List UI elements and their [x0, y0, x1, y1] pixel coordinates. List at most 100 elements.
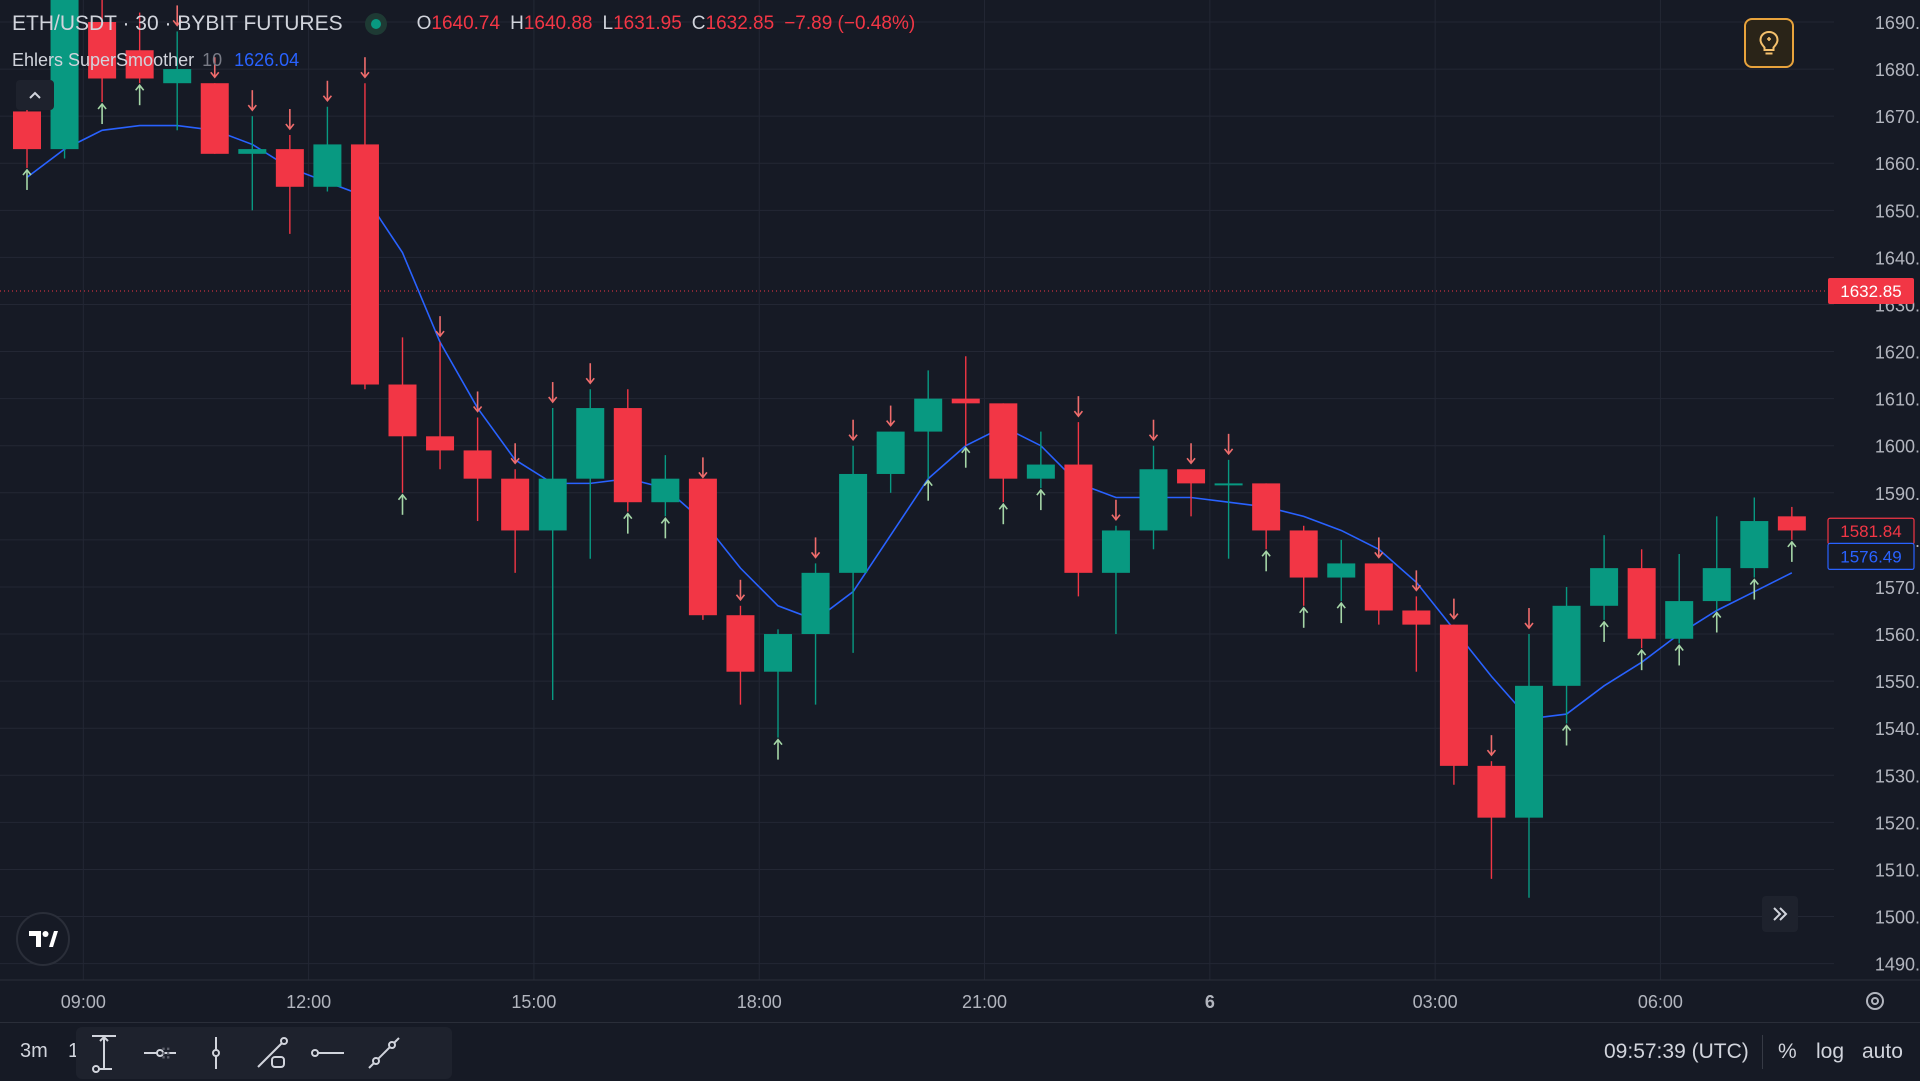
candle — [1627, 549, 1656, 649]
candle — [876, 431, 905, 493]
y-tick-label: 1640.00 — [1875, 248, 1920, 268]
candle-body — [1590, 568, 1619, 606]
x-tick-label: 06:00 — [1638, 992, 1683, 1012]
horizontal-line-tool[interactable] — [132, 1027, 188, 1079]
ideas-button[interactable] — [1744, 18, 1794, 68]
low-value: 1631.95 — [613, 13, 682, 34]
indicator-name[interactable]: Ehlers SuperSmoother — [12, 49, 195, 70]
change-value: −7.89 (−0.48%) — [784, 13, 916, 34]
arrow-head — [1374, 551, 1384, 559]
range-3m-button[interactable]: 3m — [20, 1040, 48, 1062]
candle — [1740, 497, 1769, 578]
ray-tool[interactable] — [300, 1027, 356, 1079]
symbol-title[interactable]: ETH/USDT · 30 · BYBIT FUTURES — [12, 12, 343, 35]
sell-signal-arrow — [585, 363, 595, 385]
close-label: C — [691, 13, 706, 34]
candle — [1327, 539, 1356, 602]
buy-signal-arrow — [773, 738, 783, 760]
range-1-button[interactable]: 1 — [68, 1040, 80, 1062]
arrow-head — [435, 330, 445, 338]
buy-signal-arrow — [1712, 611, 1722, 633]
percent-scale-button[interactable]: % — [1778, 1040, 1797, 1063]
date-price-range-tool[interactable] — [76, 1027, 132, 1079]
auto-scale-button[interactable]: auto — [1862, 1040, 1903, 1063]
buy-signal-arrow — [22, 168, 32, 190]
price-axis[interactable]: 1690.00 1680.00 1670.00 1660.00 1650.00 1640.… — [1875, 13, 1920, 975]
drag-handle-icon[interactable]: ⠿ — [160, 1047, 172, 1064]
candle-body — [538, 478, 567, 531]
gear-icon — [1866, 992, 1884, 1010]
candle — [538, 408, 567, 700]
grid — [0, 0, 1834, 980]
chart-settings-button[interactable] — [1862, 988, 1888, 1014]
arrow-head — [1599, 620, 1609, 628]
arrow-head — [135, 83, 145, 91]
y-tick-label: 1570.00 — [1875, 578, 1920, 598]
sell-signal-arrow — [1524, 608, 1534, 630]
arrow-head — [1486, 749, 1497, 757]
arrow-head — [1449, 613, 1459, 620]
candle-body — [1289, 530, 1318, 578]
buy-signal-arrow — [1299, 606, 1309, 628]
price-label-close: 1581.84 — [1827, 517, 1915, 545]
candle — [576, 389, 605, 559]
scroll-to-realtime-button[interactable] — [1762, 896, 1798, 932]
candle — [1665, 554, 1694, 644]
candle — [163, 31, 192, 131]
candle-body — [989, 403, 1018, 479]
candle — [1777, 506, 1806, 540]
candle — [501, 469, 530, 573]
x-tick-label: 09:00 — [61, 992, 106, 1012]
arrow-head — [1186, 457, 1196, 465]
time-axis[interactable]: 09:00 12:00 15:00 18:00 21:00 6 03:00 06:00 — [0, 979, 1920, 1012]
vertical-line-tool[interactable] — [188, 1027, 244, 1079]
candle — [426, 342, 455, 470]
candle-body — [1064, 464, 1093, 573]
arrow-head — [1749, 578, 1759, 586]
indicator-param: 10 — [202, 49, 223, 70]
candle-body — [1552, 605, 1581, 686]
candle — [1214, 459, 1243, 559]
candle — [1026, 431, 1055, 489]
candle-body — [1139, 469, 1168, 531]
candle-body — [576, 408, 605, 479]
buy-signal-arrow — [1787, 540, 1797, 562]
drawing-toolbar: ⠿ — [76, 1027, 452, 1079]
candle — [238, 116, 267, 211]
candle-body — [1252, 483, 1281, 531]
symbol-legend: ETH/USDT · 30 · BYBIT FUTURES O 1640.74 … — [12, 10, 915, 38]
sell-signal-arrow — [848, 419, 858, 442]
market-status-icon[interactable] — [364, 13, 387, 35]
arrow-head — [773, 738, 783, 746]
buy-signal-arrow — [1637, 648, 1647, 671]
arrow-head — [472, 405, 483, 413]
buy-signal-arrow — [923, 479, 933, 501]
trend-line-tool[interactable] — [244, 1027, 300, 1079]
y-tick-label: 1670.00 — [1875, 107, 1920, 127]
candle — [50, 0, 79, 159]
buy-signal-arrow — [660, 517, 670, 539]
price-chart[interactable]: 1690.00 1680.00 1670.00 1660.00 1650.00 1640.… — [0, 0, 1920, 1022]
utc-clock[interactable]: 09:57:39 (UTC) — [1604, 1040, 1749, 1063]
arrow-head — [585, 377, 595, 385]
arrow-head — [1336, 601, 1346, 609]
open-label: O — [416, 13, 432, 34]
horizontal-ray-icon — [311, 1049, 344, 1057]
double-chevron-right-icon — [1773, 907, 1788, 921]
candle-body — [1665, 601, 1694, 639]
price-label-text: 1581.84 — [1840, 522, 1901, 541]
y-tick-label: 1620.00 — [1875, 343, 1920, 363]
extended-line-tool[interactable] — [356, 1027, 412, 1079]
tradingview-logo[interactable] — [16, 912, 70, 966]
sell-signal-arrow — [510, 443, 520, 465]
trend-line-icon — [257, 1037, 288, 1068]
indicator-legend[interactable]: Ehlers SuperSmoother 10 1626.04 — [12, 48, 299, 72]
y-tick-label: 1610.00 — [1875, 390, 1920, 410]
log-scale-button[interactable]: log — [1816, 1040, 1845, 1063]
close-value: 1632.85 — [705, 13, 775, 34]
y-tick-label: 1690.00 — [1875, 13, 1920, 33]
sell-signal-arrow — [172, 5, 182, 27]
buy-signal-arrow — [97, 102, 107, 125]
candle-body — [125, 50, 154, 79]
collapse-legend-button[interactable] — [16, 80, 54, 110]
